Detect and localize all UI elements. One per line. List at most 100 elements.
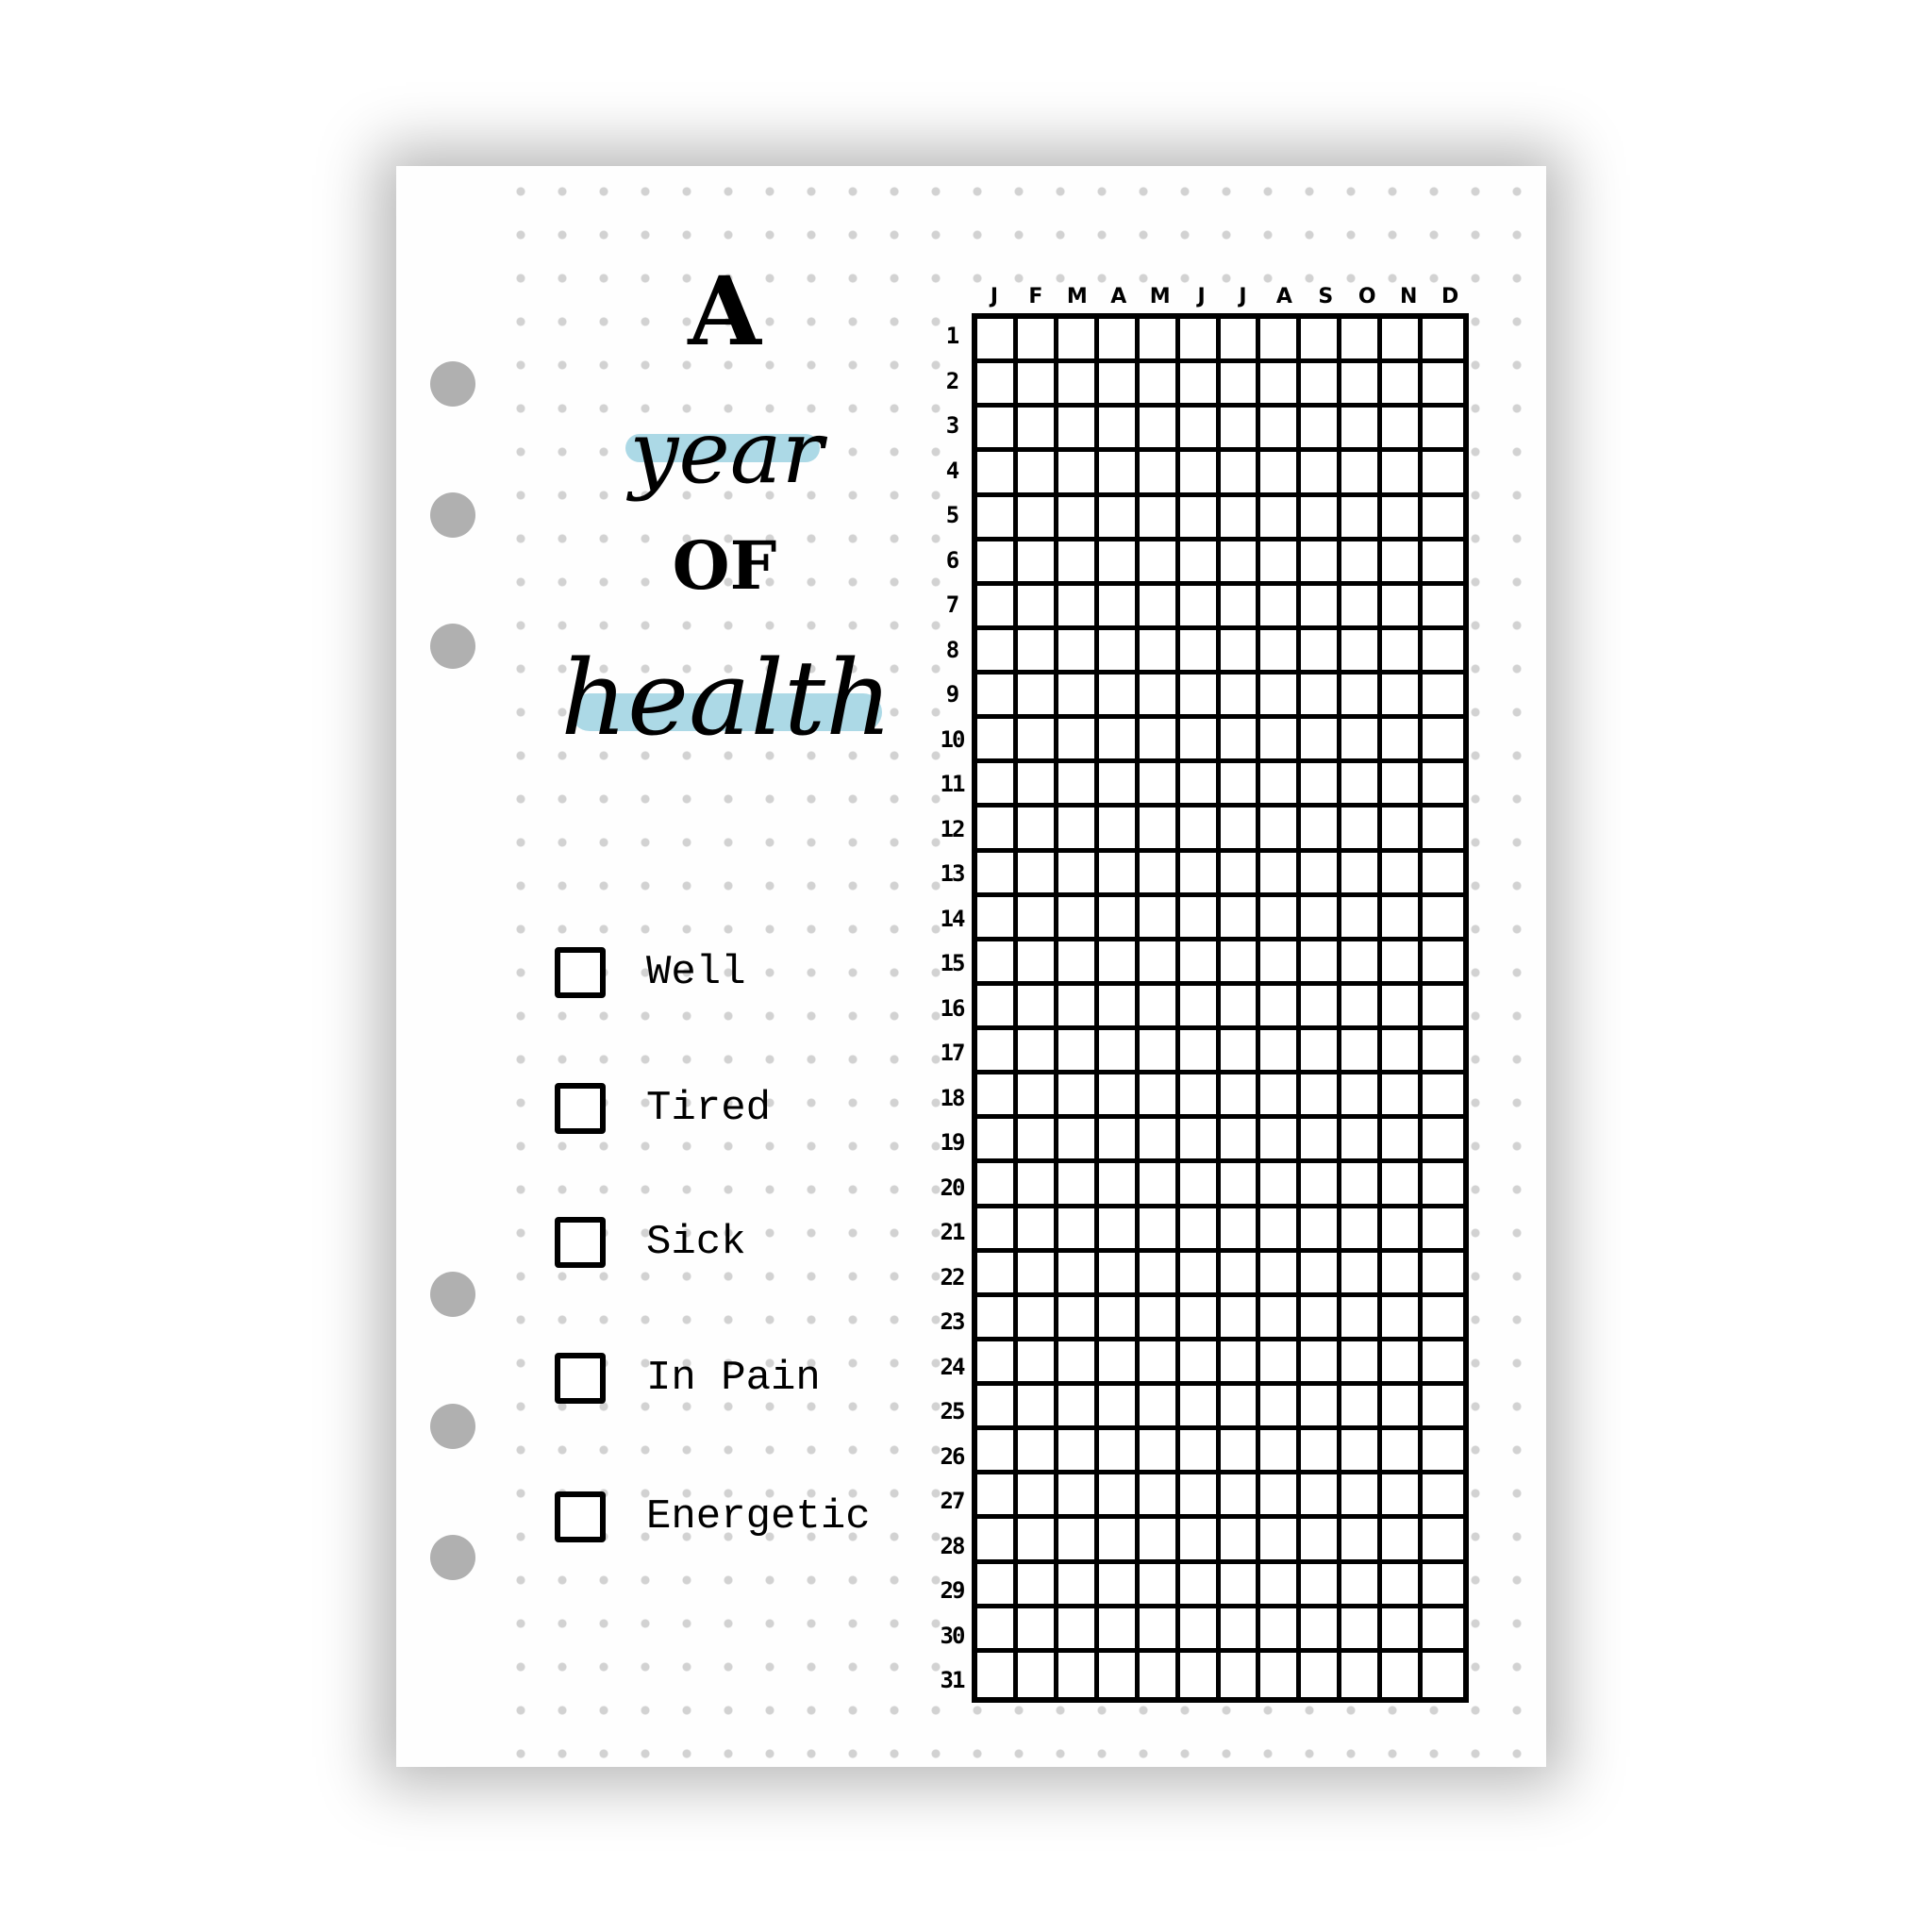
grid-cell[interactable] <box>1058 1563 1099 1608</box>
grid-cell[interactable] <box>1017 852 1058 897</box>
grid-cell[interactable] <box>977 719 1018 764</box>
grid-cell[interactable] <box>1139 763 1180 808</box>
grid-cell[interactable] <box>1382 985 1424 1031</box>
grid-cell[interactable] <box>977 852 1018 897</box>
grid-cell[interactable] <box>1301 719 1342 764</box>
grid-cell[interactable] <box>1058 1607 1099 1653</box>
grid-cell[interactable] <box>1260 1563 1302 1608</box>
grid-cell[interactable] <box>1382 719 1424 764</box>
grid-cell[interactable] <box>1179 1208 1221 1253</box>
grid-cell[interactable] <box>1301 1607 1342 1653</box>
grid-cell[interactable] <box>1341 1519 1383 1564</box>
grid-cell[interactable] <box>1260 1163 1302 1208</box>
grid-cell[interactable] <box>1139 1474 1180 1520</box>
grid-cell[interactable] <box>1382 675 1424 720</box>
grid-cell[interactable] <box>1301 319 1342 364</box>
grid-cell[interactable] <box>1098 675 1140 720</box>
grid-cell[interactable] <box>1017 1607 1058 1653</box>
grid-cell[interactable] <box>1260 1519 1302 1564</box>
grid-cell[interactable] <box>1423 497 1463 541</box>
grid-cell[interactable] <box>1139 941 1180 986</box>
grid-cell[interactable] <box>977 985 1018 1031</box>
grid-cell[interactable] <box>1341 629 1383 675</box>
grid-cell[interactable] <box>1220 452 1261 497</box>
grid-cell[interactable] <box>1058 675 1099 720</box>
grid-cell[interactable] <box>977 1430 1018 1475</box>
grid-cell[interactable] <box>1098 585 1140 630</box>
grid-cell[interactable] <box>1382 585 1424 630</box>
grid-cell[interactable] <box>1260 1119 1302 1164</box>
grid-cell[interactable] <box>1180 1652 1221 1697</box>
grid-cell[interactable] <box>1058 1208 1099 1253</box>
grid-cell[interactable] <box>1341 1252 1383 1297</box>
legend-item[interactable]: Tired <box>555 1082 771 1135</box>
grid-cell[interactable] <box>1179 452 1221 497</box>
grid-cell[interactable] <box>1139 363 1180 408</box>
grid-cell[interactable] <box>1098 852 1140 897</box>
grid-cell[interactable] <box>1220 496 1261 541</box>
grid-cell[interactable] <box>1260 675 1302 720</box>
grid-cell[interactable] <box>1301 941 1342 986</box>
grid-cell[interactable] <box>1260 1474 1302 1520</box>
grid-cell[interactable] <box>1301 1563 1342 1608</box>
grid-cell[interactable] <box>1341 1607 1383 1653</box>
grid-cell[interactable] <box>1220 1519 1261 1564</box>
grid-cell[interactable] <box>1301 1430 1342 1475</box>
grid-cell[interactable] <box>1139 1030 1180 1075</box>
grid-cell[interactable] <box>977 1341 1018 1387</box>
grid-cell[interactable] <box>1301 541 1342 586</box>
grid-cell[interactable] <box>1260 496 1302 541</box>
grid-cell[interactable] <box>1423 853 1463 897</box>
grid-cell[interactable] <box>1301 1163 1342 1208</box>
grid-cell[interactable] <box>1017 541 1058 586</box>
grid-cell[interactable] <box>1058 1119 1099 1164</box>
grid-cell[interactable] <box>1382 1652 1424 1697</box>
grid-cell[interactable] <box>1179 1163 1221 1208</box>
grid-cell[interactable] <box>1260 1341 1302 1387</box>
grid-cell[interactable] <box>1098 985 1140 1031</box>
grid-cell[interactable] <box>1098 1030 1140 1075</box>
grid-cell[interactable] <box>1301 1652 1342 1697</box>
grid-cell[interactable] <box>1301 1341 1342 1387</box>
grid-cell[interactable] <box>1179 985 1221 1031</box>
grid-cell[interactable] <box>1382 408 1424 453</box>
grid-cell[interactable] <box>1017 452 1058 497</box>
grid-cell[interactable] <box>1220 1474 1261 1520</box>
grid-cell[interactable] <box>1260 896 1302 941</box>
grid-cell[interactable] <box>1139 1163 1180 1208</box>
grid-cell[interactable] <box>1341 1652 1383 1697</box>
grid-cell[interactable] <box>1017 896 1058 941</box>
grid-cell[interactable] <box>1058 408 1099 453</box>
grid-cell[interactable] <box>1382 1474 1424 1520</box>
grid-cell[interactable] <box>1058 1519 1099 1564</box>
checkbox[interactable] <box>555 1217 606 1268</box>
grid-cell[interactable] <box>1423 408 1463 453</box>
grid-cell[interactable] <box>1260 808 1302 853</box>
grid-cell[interactable] <box>1017 319 1058 364</box>
grid-cell[interactable] <box>1098 1252 1140 1297</box>
grid-cell[interactable] <box>1382 808 1424 853</box>
grid-cell[interactable] <box>1301 585 1342 630</box>
grid-cell[interactable] <box>1139 496 1180 541</box>
grid-cell[interactable] <box>1098 1386 1140 1431</box>
grid-cell[interactable] <box>1341 496 1383 541</box>
grid-cell[interactable] <box>1423 1163 1463 1208</box>
grid-cell[interactable] <box>1423 1474 1463 1520</box>
grid-cell[interactable] <box>1341 585 1383 630</box>
grid-cell[interactable] <box>1179 363 1221 408</box>
grid-cell[interactable] <box>1423 1074 1463 1120</box>
grid-cell[interactable] <box>1058 1652 1099 1697</box>
grid-cell[interactable] <box>1098 319 1140 364</box>
grid-cell[interactable] <box>1301 1030 1342 1075</box>
grid-cell[interactable] <box>1423 1341 1463 1387</box>
grid-cell[interactable] <box>1301 1296 1342 1341</box>
legend-item[interactable]: Energetic <box>555 1491 871 1543</box>
grid-cell[interactable] <box>1058 319 1099 364</box>
grid-cell[interactable] <box>977 408 1018 453</box>
grid-cell[interactable] <box>1382 541 1424 586</box>
grid-cell[interactable] <box>1301 1119 1342 1164</box>
grid-cell[interactable] <box>977 1607 1018 1653</box>
grid-cell[interactable] <box>1220 1119 1261 1164</box>
grid-cell[interactable] <box>977 363 1018 408</box>
grid-cell[interactable] <box>1017 1519 1058 1564</box>
